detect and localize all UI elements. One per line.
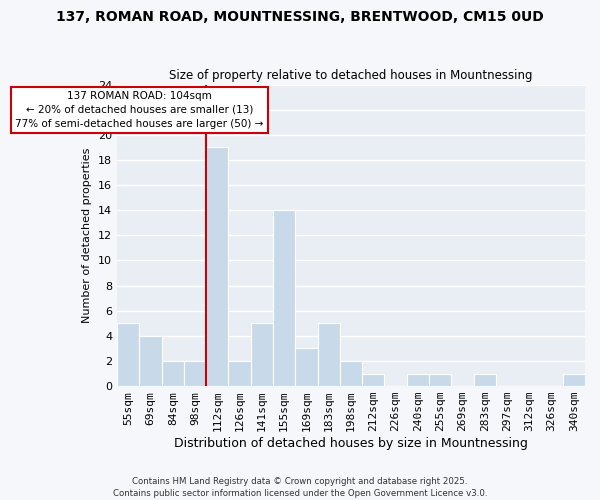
Bar [184,361,206,386]
Y-axis label: Number of detached properties: Number of detached properties [82,148,92,323]
X-axis label: Distribution of detached houses by size in Mountnessing: Distribution of detached houses by size … [174,437,528,450]
Bar [362,374,385,386]
Bar [407,374,429,386]
Text: 137 ROMAN ROAD: 104sqm
← 20% of detached houses are smaller (13)
77% of semi-det: 137 ROMAN ROAD: 104sqm ← 20% of detached… [15,91,263,129]
Text: Contains HM Land Registry data © Crown copyright and database right 2025.
Contai: Contains HM Land Registry data © Crown c… [113,476,487,498]
Bar [473,374,496,386]
Title: Size of property relative to detached houses in Mountnessing: Size of property relative to detached ho… [169,69,533,82]
Bar [563,374,585,386]
Bar [117,324,139,386]
Bar [340,361,362,386]
Bar [251,324,273,386]
Bar [161,361,184,386]
Bar [295,348,317,386]
Bar [229,361,251,386]
Text: 137, ROMAN ROAD, MOUNTNESSING, BRENTWOOD, CM15 0UD: 137, ROMAN ROAD, MOUNTNESSING, BRENTWOOD… [56,10,544,24]
Bar [317,324,340,386]
Bar [429,374,451,386]
Bar [206,148,229,386]
Bar [273,210,295,386]
Bar [139,336,161,386]
